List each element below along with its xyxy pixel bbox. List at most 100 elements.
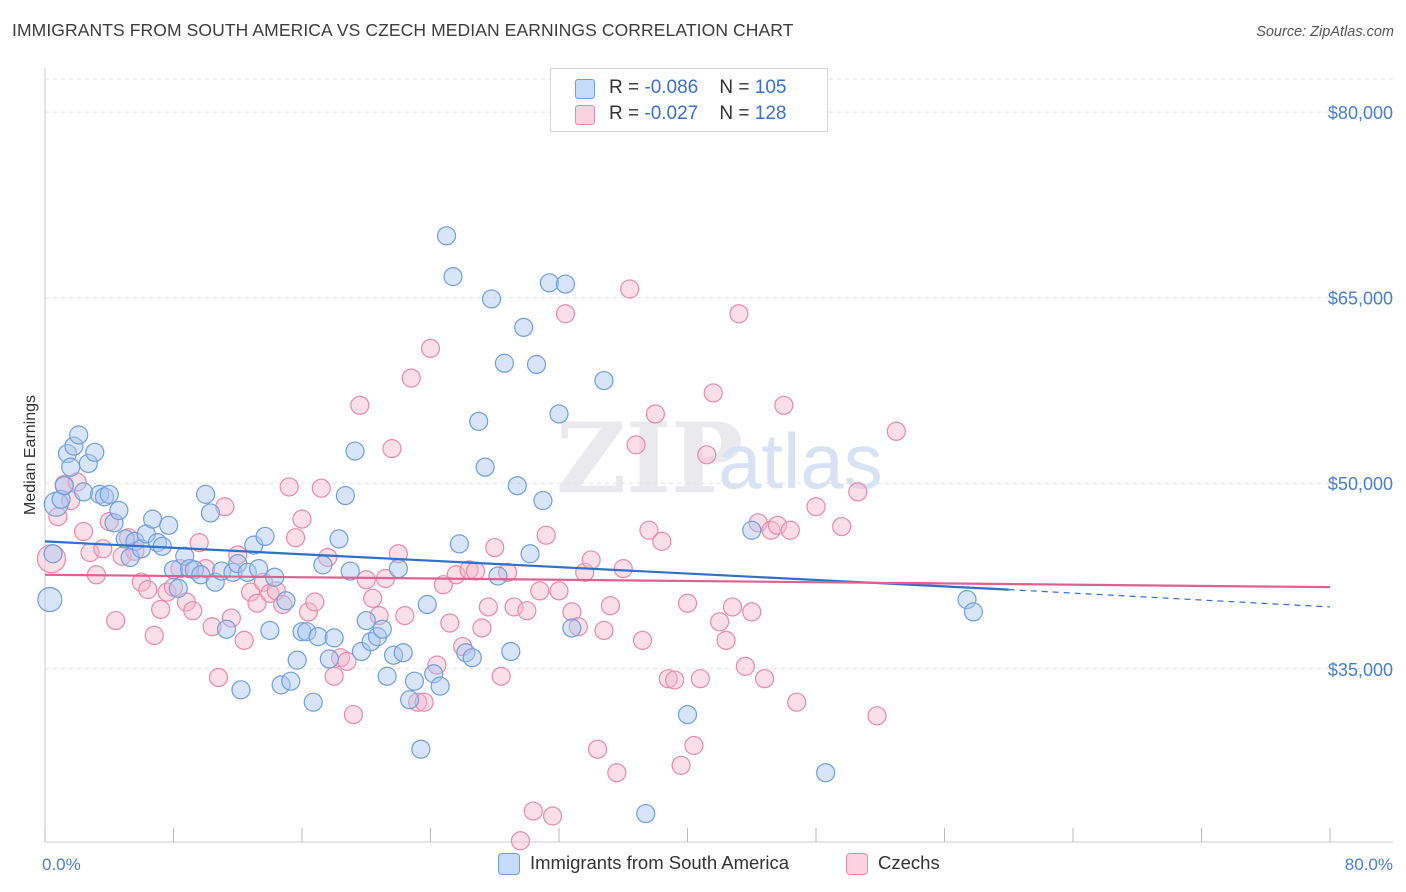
south-america-point [200, 503, 221, 523]
czechs-point [215, 497, 235, 517]
czechs-point [144, 625, 164, 646]
south-america-point [163, 560, 184, 580]
czechs-point [645, 404, 665, 424]
south-america-point [456, 643, 476, 663]
south-america-point [281, 671, 301, 691]
y-tick-label: $65,000 [1328, 289, 1393, 309]
axes [44, 68, 1393, 843]
legend-label: Czechs [878, 852, 940, 873]
czechs-point [202, 617, 222, 637]
czechs-point [350, 395, 370, 415]
south-america-point [488, 566, 508, 586]
south-america-point [271, 675, 291, 695]
czechs-point [170, 559, 190, 579]
czechs-point [151, 599, 171, 620]
czechs-point [504, 597, 524, 617]
czechs-point [523, 801, 543, 821]
czechs-point [491, 666, 511, 686]
south-america-point [494, 353, 514, 373]
south-america-point [636, 803, 656, 824]
south-america-point [562, 618, 582, 638]
south-america-point [361, 631, 381, 652]
south-america-point [319, 649, 339, 669]
czechs-point [848, 482, 868, 502]
czechs-trend-line [44, 573, 1331, 589]
czechs-point [343, 704, 363, 725]
czechs-point [742, 602, 762, 622]
czechs-point [632, 630, 653, 650]
south-america-point [216, 619, 237, 639]
czechs-point [408, 692, 428, 712]
south-america-point [329, 529, 349, 549]
south-america-point [549, 404, 569, 424]
south-america-point [526, 354, 547, 375]
czechs-point [542, 806, 563, 826]
czechs-point [690, 669, 710, 689]
czechs-point [722, 597, 743, 617]
south-america-point [297, 622, 317, 642]
czechs-point [106, 610, 126, 631]
south-america-point [356, 610, 376, 631]
south-america-point [255, 526, 275, 547]
legend-n-label: N = [719, 103, 755, 124]
czechs-point [652, 531, 672, 551]
south-america-point [78, 453, 98, 474]
czechs-point [600, 596, 621, 616]
czechs-point [183, 601, 203, 621]
czechs-point [363, 588, 383, 608]
czechs-point [189, 533, 209, 553]
south-america-point [168, 578, 188, 598]
czechs-point [754, 669, 775, 689]
czechs-point [440, 613, 460, 633]
south-america-point [43, 544, 63, 564]
south-america-point [345, 441, 365, 461]
czechs-point [620, 279, 640, 299]
czechs-point [279, 477, 299, 497]
south-america-point [742, 520, 762, 540]
watermark-atlas: atlas [718, 417, 883, 505]
south-america-point [109, 500, 129, 521]
south-america-point [388, 559, 408, 579]
south-america-point [963, 602, 984, 622]
czechs-point [710, 612, 730, 632]
legend-r-label: R = [609, 77, 645, 98]
czechs-point [665, 670, 685, 690]
legend-swatch-blue [498, 853, 520, 875]
czechs-point [356, 570, 376, 590]
legend-r-value: -0.027 [644, 103, 699, 124]
south-america-point [196, 484, 216, 504]
south-america-point [287, 650, 307, 670]
south-america-point [372, 619, 392, 639]
czechs-point [594, 620, 614, 641]
czechs-point [549, 581, 569, 601]
south-america-point [533, 490, 553, 511]
legend-r-label: R = [609, 103, 645, 124]
czechs-point [787, 692, 807, 712]
south-america-point [462, 648, 482, 668]
watermark: ZIP atlas [556, 402, 883, 515]
south-america-point [175, 546, 195, 566]
czechs-point [472, 618, 492, 638]
czechs-point [414, 692, 434, 712]
south-america-point [260, 620, 280, 641]
legend-swatch-blue [575, 79, 595, 99]
legend-swatch-pink [846, 853, 868, 875]
czechs-point [767, 515, 788, 535]
czechs-point [832, 516, 852, 537]
y-tick-label: $50,000 [1328, 474, 1393, 494]
czechs-point [684, 735, 704, 756]
legend-n-value: 128 [754, 103, 787, 124]
czechs-point [613, 559, 633, 579]
south-america-point [411, 739, 431, 759]
correlation-legend: R = -0.086 N = 105 R = -0.027 N = 128 [550, 68, 828, 132]
czechs-point [305, 592, 325, 612]
y-tick-labels: $35,000 $50,000 $65,000 $80,000 [1328, 103, 1393, 680]
czechs-point [465, 561, 486, 581]
czechs-point [478, 597, 498, 617]
south-america-point [475, 457, 495, 477]
czechs-point [157, 582, 177, 602]
czechs-point [395, 606, 415, 626]
czechs-point [581, 550, 601, 570]
south-america-point [205, 572, 225, 592]
czechs-point [311, 478, 331, 498]
